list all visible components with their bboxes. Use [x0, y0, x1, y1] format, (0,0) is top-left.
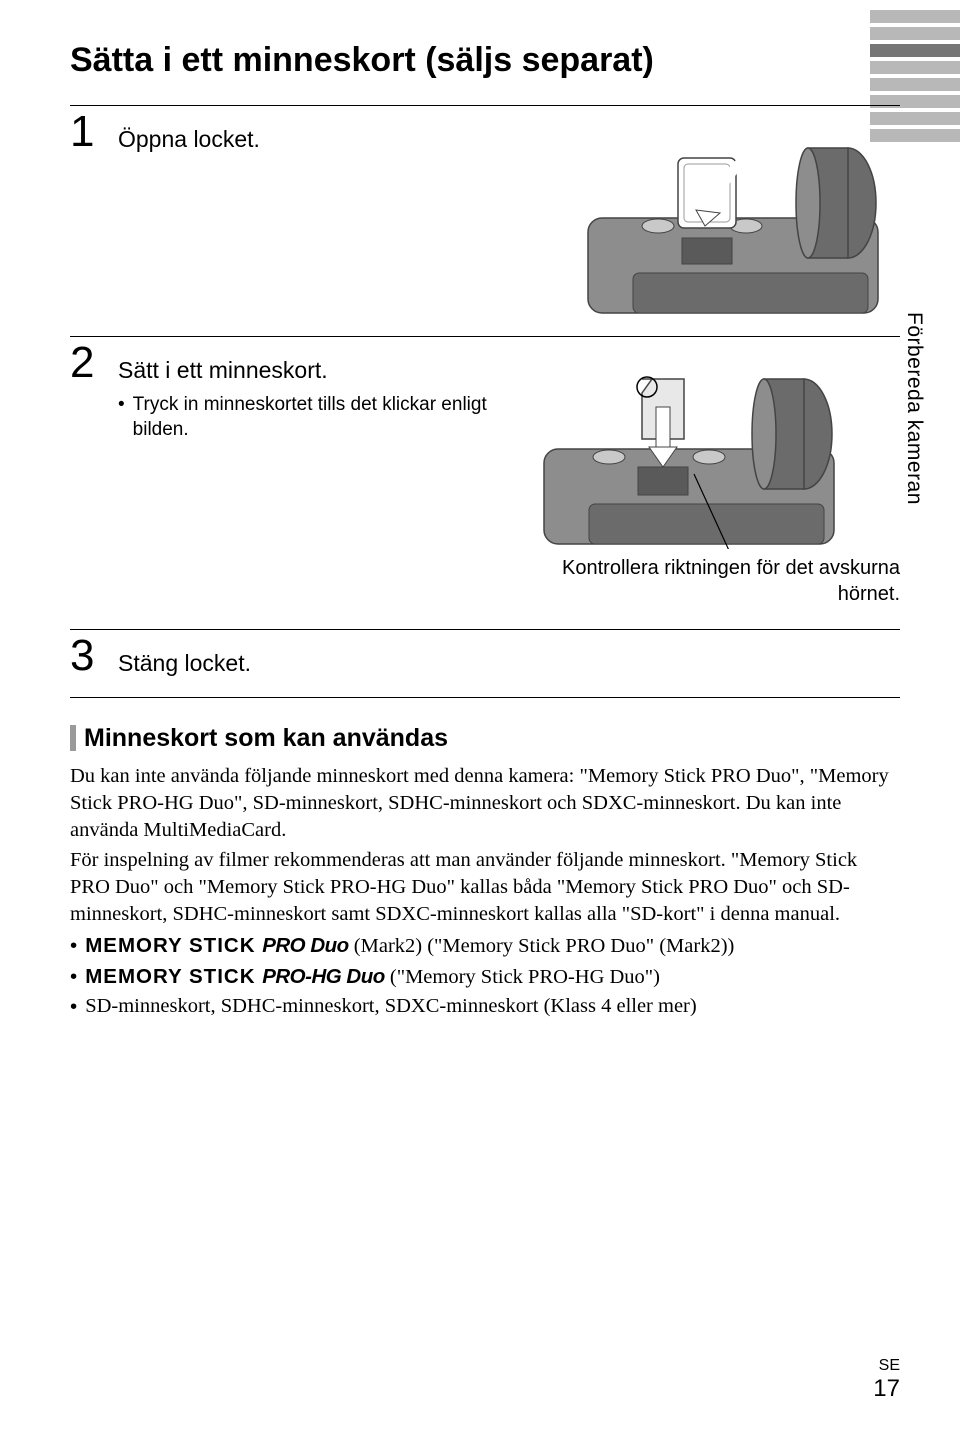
step-number: 3 [70, 634, 94, 678]
step-number: 1 [70, 110, 94, 154]
step-1: 1 Öppna locket. [70, 105, 900, 337]
step-2-subtext: Tryck in minneskortet tills det klickar … [118, 392, 514, 443]
step-number: 2 [70, 341, 94, 385]
bullet-item-2: MEMORY STICK PRO-HG Duo ("Memory Stick P… [70, 963, 900, 991]
step-2-illustration [534, 349, 844, 549]
step-2: 2 Sätt i ett minneskort. Tryck in minnes… [70, 337, 900, 630]
body-paragraph-1: Du kan inte använda följande minneskort … [70, 763, 900, 845]
footer-lang: SE [873, 1357, 900, 1375]
bullet-item-3: SD-minneskort, SDHC-minneskort, SDXC-min… [70, 993, 900, 1020]
step-3: 3 Stäng locket. [70, 630, 900, 698]
step-3-text: Stäng locket. [118, 648, 900, 679]
step-1-text: Öppna locket. [118, 124, 558, 155]
step-2-text: Sätt i ett minneskort. [118, 355, 514, 386]
illustration-caption: Kontrollera riktningen för det avskurna … [534, 555, 900, 607]
step-1-illustration [578, 118, 888, 318]
section-side-label: Förbereda kameran [902, 312, 926, 505]
section-body: Du kan inte använda följande minneskort … [70, 763, 900, 1020]
footer-page-number: 17 [873, 1375, 900, 1403]
section-title: Minneskort som kan användas [84, 724, 448, 753]
page-footer: SE 17 [873, 1357, 900, 1403]
section-bar-icon [70, 725, 76, 751]
body-paragraph-2: För inspelning av filmer rekommenderas a… [70, 847, 900, 929]
page-title: Sätta i ett minneskort (säljs separat) [70, 40, 900, 81]
section-heading: Minneskort som kan användas [70, 724, 900, 753]
bullet-item-1: MEMORY STICK PRO Duo (Mark2) ("Memory St… [70, 932, 900, 960]
